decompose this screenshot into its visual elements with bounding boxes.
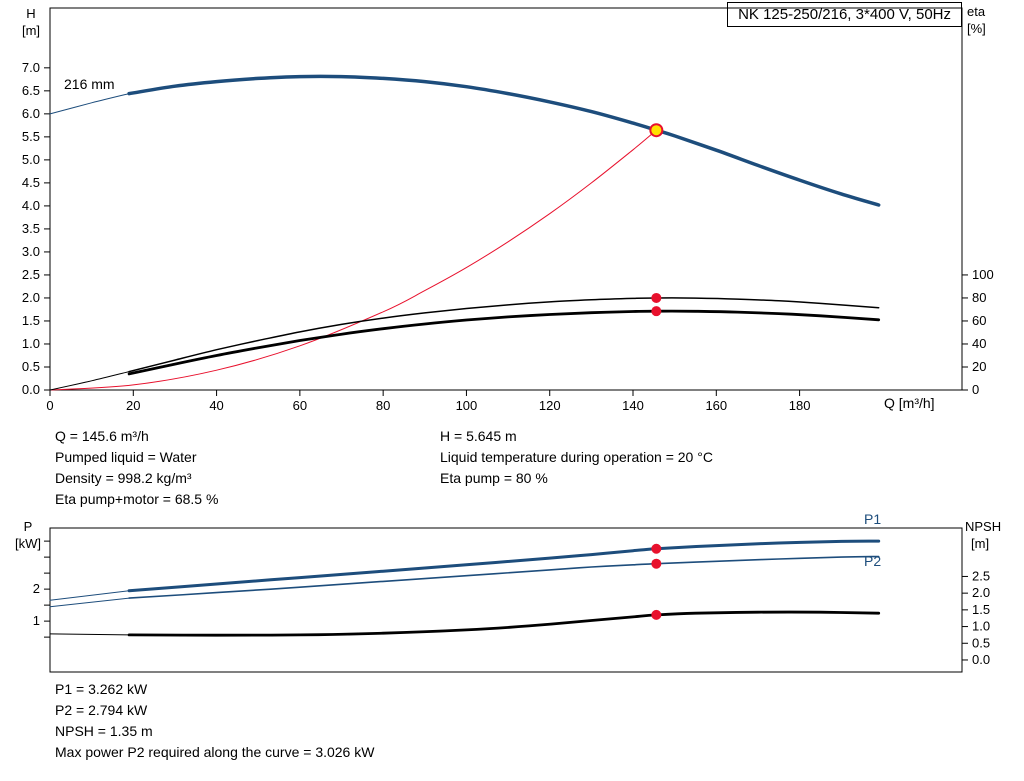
p1-dot bbox=[651, 543, 662, 554]
result-line: P1 = 3.262 kW bbox=[55, 681, 148, 697]
condition-line: Eta pump = 80 % bbox=[440, 470, 548, 486]
x-tick-label: 180 bbox=[789, 398, 811, 413]
eta-axis-label: eta [%] bbox=[967, 3, 1017, 37]
h-axis-label-symbol: H bbox=[26, 6, 36, 21]
y-tick-label: 5.5 bbox=[22, 129, 40, 144]
condition-line: Q = 145.6 m³/h bbox=[55, 428, 149, 444]
p1-lead bbox=[49, 590, 130, 601]
y-tick-label: 7.0 bbox=[22, 60, 40, 75]
eta-pump-motor-curve bbox=[127, 309, 881, 376]
condition-line: Pumped liquid = Water bbox=[55, 449, 197, 465]
p2-dot bbox=[651, 558, 662, 569]
npsh-dot bbox=[651, 609, 662, 620]
p2-curve-label: P2 bbox=[864, 553, 882, 569]
eta-pump-curve bbox=[128, 297, 880, 373]
y-tick-label: 0.0 bbox=[22, 382, 40, 397]
h-curve-lead bbox=[49, 93, 130, 115]
y-tick-label: 3.5 bbox=[22, 221, 40, 236]
y-tick-label: 40 bbox=[972, 336, 986, 351]
power-frame bbox=[49, 527, 963, 673]
q-axis-label: Q [m³/h] bbox=[884, 395, 935, 411]
x-tick-label: 160 bbox=[705, 398, 727, 413]
condition-line: Density = 998.2 kg/m³ bbox=[55, 470, 192, 486]
y-tick-label: 2.5 bbox=[22, 267, 40, 282]
y-tick-label: 60 bbox=[972, 313, 986, 328]
pump-title-box: NK 125-250/216, 3*400 V, 50Hz bbox=[727, 2, 962, 27]
y-tick-label: 4.5 bbox=[22, 175, 40, 190]
y-tick-label: 100 bbox=[972, 267, 994, 282]
y-tick-label: 6.5 bbox=[22, 83, 40, 98]
npsh-lead bbox=[49, 633, 130, 636]
y-tick-label: 1.0 bbox=[22, 336, 40, 351]
y-tick-label: 80 bbox=[972, 290, 986, 305]
y-tick-label: 2 bbox=[33, 581, 40, 596]
condition-line: Liquid temperature during operation = 20… bbox=[440, 449, 713, 465]
h-curve bbox=[127, 74, 881, 207]
result-line: NPSH = 1.35 m bbox=[55, 723, 153, 739]
duty-point bbox=[649, 123, 664, 138]
p1-curve bbox=[127, 539, 881, 593]
eta-axis-label-symbol: eta bbox=[967, 4, 986, 19]
x-tick-label: 60 bbox=[293, 398, 307, 413]
x-tick-label: 20 bbox=[126, 398, 140, 413]
eta-pump-lead bbox=[49, 371, 130, 391]
y-tick-label: 1.5 bbox=[972, 602, 990, 617]
y-tick-label: 1.5 bbox=[22, 313, 40, 328]
npsh-axis-label-symbol: NPSH bbox=[965, 519, 1002, 534]
result-line: P2 = 2.794 kW bbox=[55, 702, 148, 718]
conditions-right: H = 5.645 m Liquid temperature during op… bbox=[440, 426, 713, 489]
result-line: Max power P2 required along the curve = … bbox=[55, 744, 375, 760]
p-axis-label-symbol: P bbox=[23, 519, 33, 534]
x-tick-label: 120 bbox=[539, 398, 561, 413]
h-axis-label: H [m] bbox=[14, 5, 48, 39]
npsh-axis-label-unit: [m] bbox=[971, 536, 990, 551]
x-tick-label: 80 bbox=[376, 398, 390, 413]
eta-axis-label-unit: [%] bbox=[967, 21, 986, 36]
condition-line: H = 5.645 m bbox=[440, 428, 517, 444]
npsh-axis-label: NPSH [m] bbox=[965, 518, 1017, 552]
y-tick-label: 0.5 bbox=[972, 635, 990, 650]
y-tick-label: 1 bbox=[33, 613, 40, 628]
condition-line: Eta pump+motor = 68.5 % bbox=[55, 491, 219, 507]
y-tick-label: 0.5 bbox=[22, 359, 40, 374]
y-tick-label: 5.0 bbox=[22, 152, 40, 167]
npsh-curve bbox=[127, 610, 881, 637]
h-axis-label-unit: [m] bbox=[21, 23, 41, 38]
eta-pump-motor-dot bbox=[651, 306, 662, 317]
y-tick-label: 2.0 bbox=[22, 290, 40, 305]
eta-pump-dot bbox=[651, 292, 662, 303]
x-tick-label: 40 bbox=[209, 398, 223, 413]
head-frame bbox=[49, 7, 963, 391]
results-block: P1 = 3.262 kW P2 = 2.794 kW NPSH = 1.35 … bbox=[55, 679, 374, 763]
x-tick-label: 140 bbox=[622, 398, 644, 413]
y-tick-label: 2.0 bbox=[972, 585, 990, 600]
y-tick-label: 4.0 bbox=[22, 198, 40, 213]
y-tick-label: 3.0 bbox=[22, 244, 40, 259]
p2-lead bbox=[49, 597, 130, 608]
y-tick-label: 2.5 bbox=[972, 568, 990, 583]
p2-curve bbox=[128, 555, 880, 599]
p1-curve-label: P1 bbox=[864, 511, 882, 527]
y-tick-label: 0.0 bbox=[972, 652, 990, 667]
duty-parabola bbox=[49, 129, 657, 391]
y-tick-label: 1.0 bbox=[972, 619, 990, 634]
p-axis-label-unit: [kW] bbox=[15, 536, 41, 551]
conditions-left: Q = 145.6 m³/h Pumped liquid = Water Den… bbox=[55, 426, 218, 510]
x-tick-label: 100 bbox=[456, 398, 478, 413]
p-axis-label: P [kW] bbox=[6, 518, 50, 552]
y-tick-label: 0 bbox=[972, 382, 979, 397]
y-tick-label: 6.0 bbox=[22, 106, 40, 121]
impeller-diameter-label: 216 mm bbox=[64, 76, 115, 92]
x-tick-label: 0 bbox=[46, 398, 53, 413]
y-tick-label: 20 bbox=[972, 359, 986, 374]
